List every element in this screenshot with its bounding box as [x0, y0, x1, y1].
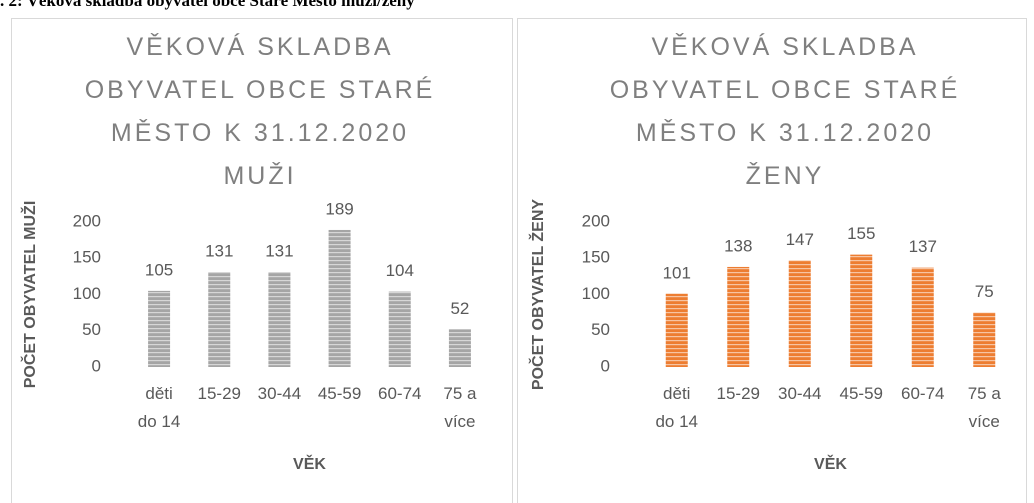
y-tick-label: 150: [73, 248, 101, 267]
bar: [665, 293, 688, 367]
bar: [208, 272, 231, 367]
y-tick-label: 50: [82, 320, 101, 339]
caption: . 2: Věková skladba obyvatel obce Staré …: [0, 0, 415, 10]
data-label: 105: [145, 260, 173, 279]
x-tick-line: 75 a: [443, 384, 477, 403]
x-tick-line: děti: [145, 384, 172, 403]
bar: [788, 260, 811, 367]
data-label: 138: [724, 236, 752, 255]
x-tick-line: do 14: [138, 412, 181, 431]
y-tick-label: 200: [73, 211, 101, 230]
x-axis-label: VĚK: [293, 454, 326, 473]
bar: [973, 312, 996, 367]
chart-title: VĚKOVÁ SKLADBA OBYVATEL OBCE STARÉ MĚSTO K…: [85, 32, 436, 190]
x-tick-label: děti do 14: [138, 384, 181, 431]
data-label: 52: [450, 299, 469, 318]
x-tick-label: 15-29: [198, 384, 241, 403]
x-tick-line: 15-29: [198, 384, 241, 403]
chart-panel: VĚKOVÁ SKLADBA OBYVATEL OBCE STARÉ MĚSTO K…: [11, 18, 513, 503]
bar: [727, 266, 750, 367]
x-tick-label: 60-74: [378, 384, 421, 403]
x-tick-label: děti do 14: [655, 384, 698, 431]
chart-panel: VĚKOVÁ SKLADBA OBYVATEL OBCE STARÉ MĚSTO K…: [517, 18, 1027, 503]
x-tick-line: 15-29: [717, 384, 760, 403]
title-line: OBYVATEL OBCE STARÉ: [610, 75, 961, 104]
data-label: 189: [325, 199, 353, 218]
x-axis-label: VĚK: [814, 454, 847, 473]
x-tick-line: 45-59: [318, 384, 361, 403]
bar: [268, 272, 291, 367]
bar: [448, 329, 471, 367]
x-tick-line: 45-59: [840, 384, 883, 403]
x-tick-label: 30-44: [778, 384, 821, 403]
y-tick-label: 200: [582, 211, 610, 230]
data-label: 131: [205, 242, 233, 261]
x-tick-label: 15-29: [717, 384, 760, 403]
x-tick-line: více: [444, 412, 475, 431]
y-tick-label: 100: [73, 284, 101, 303]
x-tick-line: 30-44: [258, 384, 301, 403]
y-tick-label: 0: [92, 356, 101, 375]
panel-border: [517, 18, 1027, 503]
title-line: MUŽI: [223, 161, 296, 190]
title-line: MĚSTO K 31.12.2020: [111, 118, 409, 147]
y-axis-label: POČET OBYVATEL MUŽI: [20, 201, 39, 389]
data-label: 75: [975, 282, 994, 301]
data-label: 131: [265, 242, 293, 261]
title-line: OBYVATEL OBCE STARÉ: [85, 75, 436, 104]
x-tick-line: 30-44: [778, 384, 821, 403]
data-label: 104: [386, 261, 414, 280]
y-tick-label: 0: [601, 356, 610, 375]
y-tick-label: 150: [582, 248, 610, 267]
data-label: 155: [847, 224, 875, 243]
x-tick-line: 60-74: [901, 384, 944, 403]
y-tick-label: 100: [582, 284, 610, 303]
bar: [388, 291, 411, 367]
x-tick-label: 60-74: [901, 384, 944, 403]
x-tick-label: 75 a více: [968, 384, 1002, 431]
x-tick-line: více: [969, 412, 1000, 431]
bar: [911, 267, 934, 367]
bar: [148, 290, 171, 367]
x-tick-label: 45-59: [840, 384, 883, 403]
x-tick-line: děti: [663, 384, 690, 403]
x-tick-line: 75 a: [968, 384, 1002, 403]
bar: [328, 229, 351, 367]
x-tick-label: 30-44: [258, 384, 301, 403]
data-label: 101: [663, 263, 691, 282]
y-tick-label: 50: [591, 320, 610, 339]
x-tick-label: 45-59: [318, 384, 361, 403]
chart-title: VĚKOVÁ SKLADBA OBYVATEL OBCE STARÉ MĚSTO K…: [610, 32, 961, 190]
title-line: MĚSTO K 31.12.2020: [636, 118, 934, 147]
title-line: VĚKOVÁ SKLADBA: [126, 32, 393, 61]
x-tick-label: 75 a více: [443, 384, 477, 431]
bar: [850, 254, 873, 367]
title-line: VĚKOVÁ SKLADBA: [651, 32, 918, 61]
x-tick-line: 60-74: [378, 384, 421, 403]
y-axis-label: POČET OBYVATEL ŽENY: [528, 199, 547, 390]
x-tick-line: do 14: [655, 412, 698, 431]
data-label: 137: [909, 237, 937, 256]
panel-border: [11, 18, 513, 503]
data-label: 147: [786, 230, 814, 249]
title-line: ŽENY: [746, 161, 825, 190]
